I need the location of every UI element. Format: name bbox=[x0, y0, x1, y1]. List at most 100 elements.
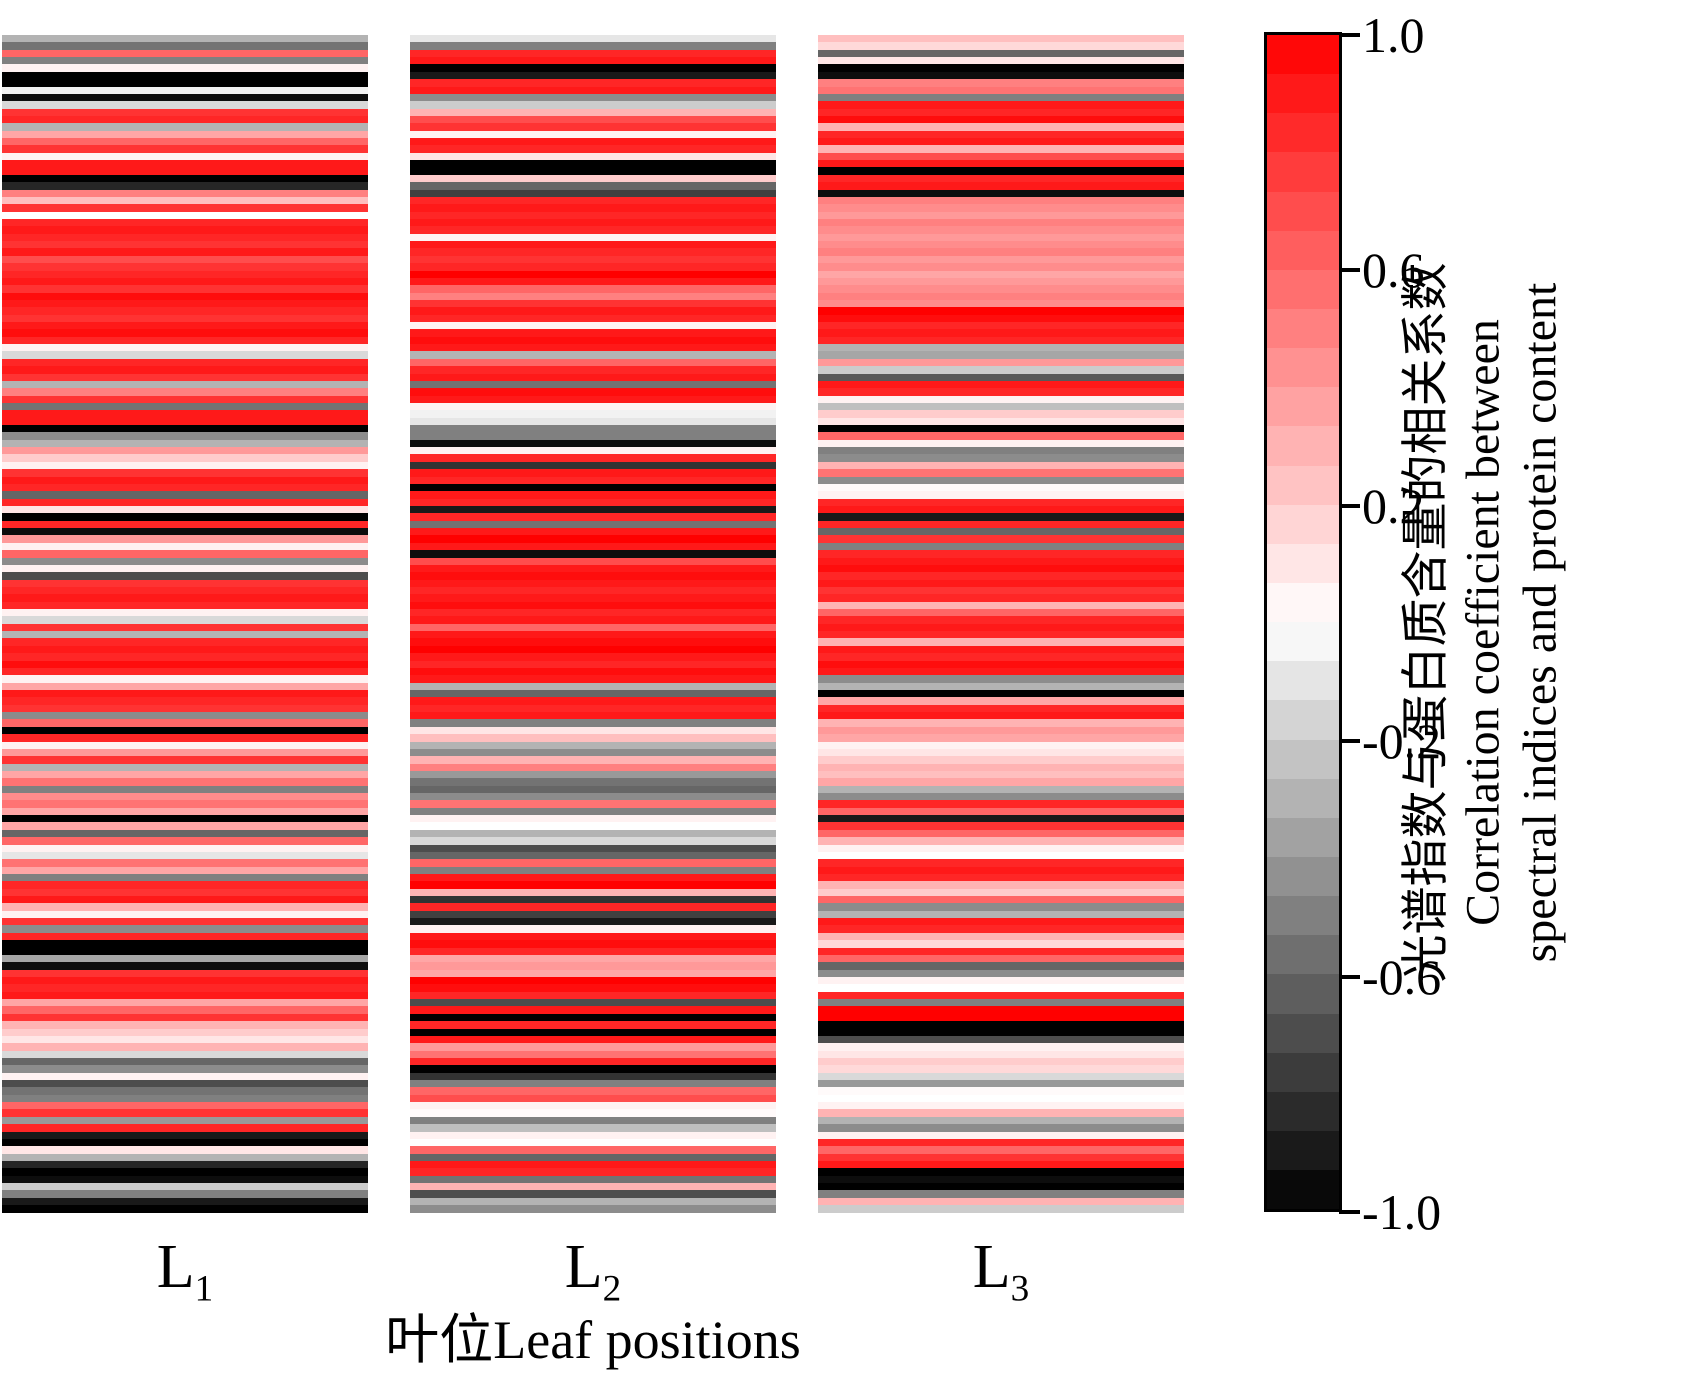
heatmap-cell-L2-r111 bbox=[410, 844, 776, 852]
heatmap-cell-L2-r138 bbox=[410, 1043, 776, 1051]
heatmap-cell-L2-r50 bbox=[410, 395, 776, 403]
heatmap-cell-L1-r87 bbox=[2, 667, 368, 676]
heatmap-cell-L3-r11 bbox=[818, 108, 1184, 116]
heatmap-cell-L1-r58 bbox=[2, 454, 368, 462]
heatmap-cell-L1-r129 bbox=[2, 977, 368, 985]
heatmap-cell-L2-r142 bbox=[410, 1072, 776, 1081]
heatmap-cell-L2-r13 bbox=[410, 123, 776, 131]
heatmap-cell-L3-r107 bbox=[818, 815, 1184, 823]
heatmap-cell-L2-r105 bbox=[410, 800, 776, 808]
heatmap-cell-L2-r149 bbox=[410, 1124, 776, 1132]
heatmap-cell-L1-r29 bbox=[2, 241, 368, 249]
heatmap-cell-L2-r83 bbox=[410, 638, 776, 646]
heatmap-cell-L1-r13 bbox=[2, 123, 368, 131]
heatmap-cell-L1-r141 bbox=[2, 1065, 368, 1073]
heatmap-cell-L2-r53 bbox=[410, 417, 776, 426]
heatmap-cell-L3-r119 bbox=[818, 903, 1184, 911]
heatmap-cell-L3-r70 bbox=[818, 542, 1184, 551]
heatmap-cell-L1-r10 bbox=[2, 101, 368, 109]
heatmap-cell-L1-r2 bbox=[2, 42, 368, 50]
heatmap-cell-L3-r109 bbox=[818, 829, 1184, 838]
heatmap-cell-L1-r88 bbox=[2, 675, 368, 683]
heatmap-cell-L1-r16 bbox=[2, 145, 368, 153]
heatmap-cell-L1-r160 bbox=[2, 1205, 368, 1213]
x-tick-label-L2: L2 bbox=[483, 1232, 703, 1307]
heatmap-cell-L2-r47 bbox=[410, 373, 776, 381]
heatmap-cell-L3-r83 bbox=[818, 638, 1184, 646]
heatmap-cell-L2-r28 bbox=[410, 233, 776, 242]
heatmap-cell-L1-r97 bbox=[2, 741, 368, 749]
heatmap-cell-L3-r86 bbox=[818, 660, 1184, 668]
heatmap-cell-L3-r99 bbox=[818, 756, 1184, 764]
heatmap-column-L1 bbox=[2, 35, 368, 1213]
heatmap-cell-L3-r67 bbox=[818, 520, 1184, 529]
heatmap-cell-L2-r92 bbox=[410, 704, 776, 713]
heatmap-cell-L1-r62 bbox=[2, 483, 368, 492]
heatmap-cell-L2-r158 bbox=[410, 1190, 776, 1198]
heatmap-cell-L1-r71 bbox=[2, 550, 368, 558]
heatmap-cell-L1-r3 bbox=[2, 49, 368, 58]
heatmap-cell-L3-r132 bbox=[818, 999, 1184, 1007]
heatmap-cell-L3-r40 bbox=[818, 322, 1184, 330]
heatmap-cell-L1-r125 bbox=[2, 947, 368, 955]
heatmap-cell-L2-r18 bbox=[410, 160, 776, 168]
heatmap-cell-L1-r28 bbox=[2, 233, 368, 242]
heatmap-cell-L2-r44 bbox=[410, 351, 776, 359]
heatmap-cell-L3-r28 bbox=[818, 233, 1184, 242]
heatmap-cell-L3-r49 bbox=[818, 388, 1184, 396]
heatmap-cell-L3-r47 bbox=[818, 373, 1184, 381]
heatmap-cell-L1-r56 bbox=[2, 439, 368, 448]
heatmap-cell-L1-r132 bbox=[2, 999, 368, 1007]
colorbar-step-3 bbox=[1267, 113, 1339, 153]
colorbar-tick-label-1.0: 1.0 bbox=[1362, 7, 1425, 63]
heatmap-cell-L3-r148 bbox=[818, 1116, 1184, 1125]
heatmap-cell-L1-r37 bbox=[2, 299, 368, 308]
heatmap-cell-L3-r48 bbox=[818, 380, 1184, 389]
heatmap-cell-L1-r150 bbox=[2, 1131, 368, 1139]
heatmap-cell-L2-r157 bbox=[410, 1183, 776, 1191]
heatmap-cell-L2-r133 bbox=[410, 1006, 776, 1014]
heatmap-cell-L3-r51 bbox=[818, 402, 1184, 411]
heatmap-cell-L1-r93 bbox=[2, 712, 368, 720]
x-tick-label-L3: L3 bbox=[891, 1232, 1111, 1307]
heatmap-cell-L2-r5 bbox=[410, 64, 776, 72]
heatmap-cell-L3-r58 bbox=[818, 454, 1184, 462]
heatmap-cell-L3-r89 bbox=[818, 682, 1184, 690]
heatmap-cell-L1-r43 bbox=[2, 344, 368, 352]
heatmap-cell-L1-r105 bbox=[2, 800, 368, 808]
heatmap-cell-L3-r26 bbox=[818, 218, 1184, 227]
heatmap-cell-L3-r46 bbox=[818, 366, 1184, 374]
heatmap-cell-L1-r124 bbox=[2, 940, 368, 948]
colorbar-step-10 bbox=[1267, 387, 1339, 427]
heatmap-cell-L3-r6 bbox=[818, 71, 1184, 80]
heatmap-cell-L1-r95 bbox=[2, 726, 368, 735]
heatmap-cell-L2-r128 bbox=[410, 969, 776, 977]
heatmap-cell-L1-r109 bbox=[2, 829, 368, 838]
heatmap-cell-L2-r8 bbox=[410, 86, 776, 94]
colorbar-step-26 bbox=[1267, 1013, 1339, 1053]
heatmap-cell-L1-r39 bbox=[2, 314, 368, 323]
colorbar-tick-label--0.2: -0.2 bbox=[1362, 713, 1442, 770]
heatmap-cell-L1-r98 bbox=[2, 748, 368, 757]
heatmap-cell-L1-r146 bbox=[2, 1102, 368, 1110]
heatmap-cell-L2-r21 bbox=[410, 182, 776, 190]
heatmap-cell-L3-r62 bbox=[818, 483, 1184, 492]
heatmap-cell-L2-r126 bbox=[410, 954, 776, 963]
heatmap-cell-L3-r64 bbox=[818, 498, 1184, 506]
heatmap-cell-L3-r126 bbox=[818, 954, 1184, 963]
heatmap-cell-L2-r68 bbox=[410, 528, 776, 536]
heatmap-cell-L3-r116 bbox=[818, 881, 1184, 889]
heatmap-cell-L1-r15 bbox=[2, 138, 368, 146]
heatmap-cell-L2-r14 bbox=[410, 130, 776, 139]
heatmap-cell-L3-r114 bbox=[818, 866, 1184, 874]
heatmap-cell-L2-r107 bbox=[410, 815, 776, 823]
heatmap-cell-L3-r4 bbox=[818, 57, 1184, 65]
heatmap-cell-L3-r35 bbox=[818, 285, 1184, 293]
heatmap-cell-L3-r15 bbox=[818, 138, 1184, 146]
heatmap-cell-L1-r148 bbox=[2, 1116, 368, 1125]
heatmap-cell-L1-r91 bbox=[2, 697, 368, 705]
heatmap-cell-L2-r70 bbox=[410, 542, 776, 551]
heatmap-cell-L3-r160 bbox=[818, 1205, 1184, 1213]
heatmap-cell-L3-r18 bbox=[818, 160, 1184, 168]
heatmap-cell-L2-r87 bbox=[410, 667, 776, 676]
